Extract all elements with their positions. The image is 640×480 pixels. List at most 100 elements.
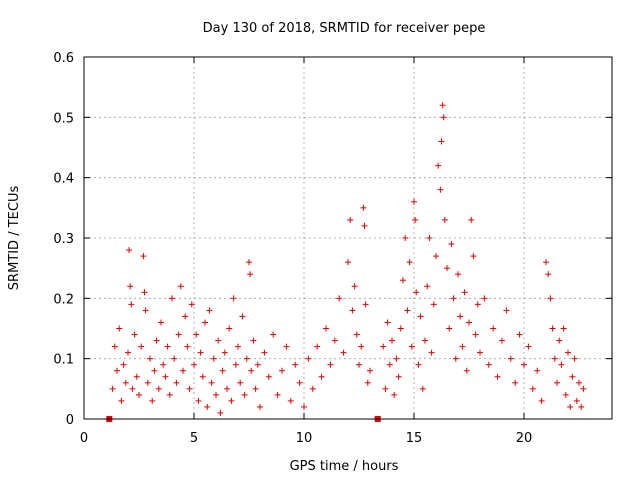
data-point <box>543 259 549 266</box>
x-tick-label: 10 <box>296 431 313 446</box>
data-point <box>466 319 472 326</box>
data-point <box>386 361 393 368</box>
data-point <box>424 283 431 290</box>
data-point <box>448 241 455 248</box>
data-point <box>126 247 133 254</box>
data-point <box>237 379 244 386</box>
data-point <box>573 397 580 404</box>
y-tick-label: 0.6 <box>53 51 74 66</box>
data-point <box>109 385 116 392</box>
data-point <box>503 307 510 314</box>
data-point <box>397 325 404 332</box>
data-point <box>127 283 134 290</box>
data-point <box>175 331 182 338</box>
data-point <box>257 403 263 410</box>
data-point <box>270 331 277 338</box>
data-point <box>413 289 420 296</box>
data-point <box>296 379 303 386</box>
data-point <box>463 367 470 374</box>
data-point <box>551 355 558 362</box>
data-point <box>250 337 257 344</box>
data-point <box>206 307 213 314</box>
data-point <box>219 367 226 374</box>
data-point <box>415 361 422 368</box>
data-point <box>525 343 532 350</box>
data-point <box>512 379 519 386</box>
data-point <box>221 349 228 356</box>
data-point <box>452 355 459 362</box>
data-point <box>141 289 148 296</box>
data-point <box>162 373 169 380</box>
data-point <box>459 343 466 350</box>
data-point <box>455 271 461 278</box>
data-point <box>481 295 488 302</box>
data-point <box>406 259 413 266</box>
data-point <box>567 403 574 410</box>
data-point <box>446 325 453 332</box>
data-point <box>204 403 211 410</box>
data-point <box>477 349 483 356</box>
data-point <box>151 367 158 374</box>
data-point <box>228 397 235 404</box>
data-point <box>382 385 389 392</box>
data-point <box>395 373 402 380</box>
data-point <box>155 385 162 392</box>
x-axis-label: GPS time / hours <box>290 459 399 474</box>
data-point <box>235 343 241 350</box>
data-point <box>580 385 587 392</box>
chart-title: Day 130 of 2018, SRMTID for receiver pep… <box>203 21 486 36</box>
data-point <box>576 379 582 386</box>
y-tick-label: 0.4 <box>53 172 74 187</box>
data-point <box>538 397 545 404</box>
y-tick-label: 0.2 <box>53 292 74 307</box>
data-point <box>323 325 329 332</box>
data-point <box>474 301 481 308</box>
data-point <box>149 397 156 404</box>
data-point <box>422 337 428 344</box>
data-point <box>305 355 312 362</box>
data-point <box>426 235 433 241</box>
data-point <box>521 361 527 368</box>
data-point <box>444 265 450 272</box>
data-point <box>367 367 373 374</box>
data-point <box>274 391 281 398</box>
data-point <box>380 343 387 350</box>
data-point <box>485 361 492 368</box>
data-point <box>402 235 409 241</box>
data-point <box>360 204 367 211</box>
data-point <box>450 295 457 302</box>
data-point <box>534 367 541 374</box>
data-point <box>186 385 193 392</box>
data-point <box>554 379 560 386</box>
data-point <box>408 343 415 350</box>
data-point <box>437 186 444 193</box>
data-point <box>166 391 173 398</box>
data-point <box>114 367 120 374</box>
data-point <box>364 379 371 386</box>
data-point <box>153 337 160 344</box>
data-point <box>441 216 448 223</box>
data-point <box>217 409 224 416</box>
x-tick-label: 0 <box>80 431 88 446</box>
data-point <box>283 343 290 350</box>
data-point <box>545 271 552 278</box>
data-point <box>131 331 138 338</box>
data-point <box>122 379 129 386</box>
data-point <box>138 343 145 350</box>
data-point <box>215 337 222 344</box>
data-point <box>197 349 204 356</box>
data-point <box>560 325 567 332</box>
data-point <box>261 349 268 356</box>
data-point <box>129 385 136 392</box>
data-point <box>529 385 536 392</box>
data-point <box>412 216 419 223</box>
data-point <box>254 361 261 368</box>
data-point <box>160 361 167 368</box>
data-point <box>404 307 411 314</box>
data-point <box>188 301 195 308</box>
data-point <box>213 391 219 398</box>
data-point <box>241 391 248 398</box>
data-point <box>516 331 523 338</box>
data-point <box>411 198 417 205</box>
x-tick-label: 15 <box>406 431 423 446</box>
